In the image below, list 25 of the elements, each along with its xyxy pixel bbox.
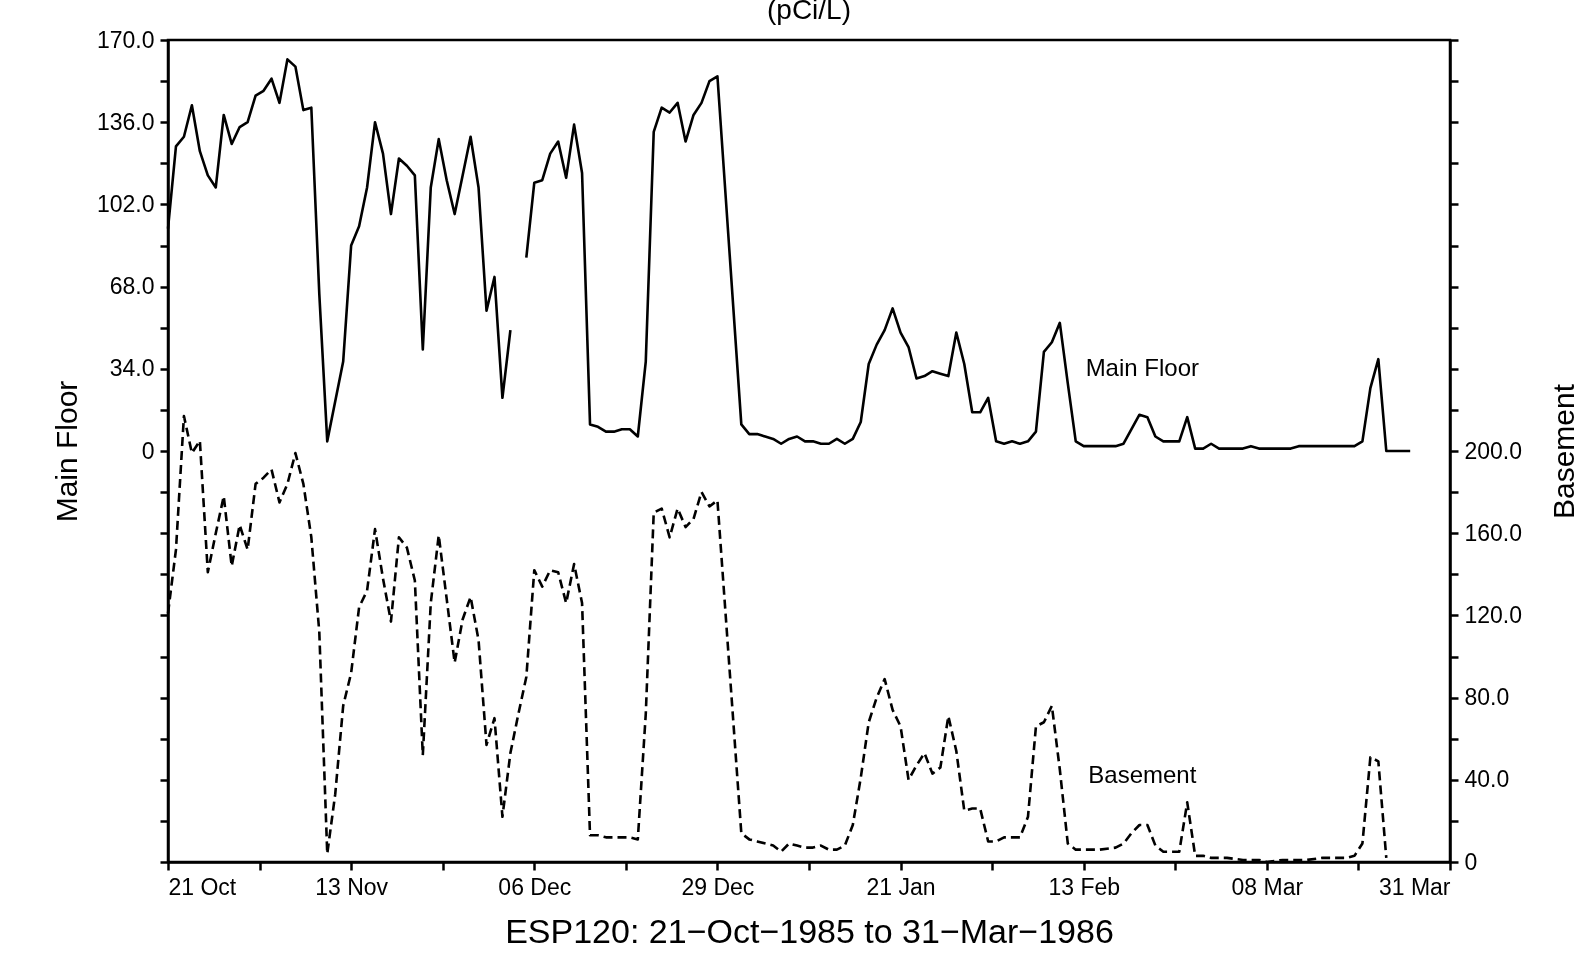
y2-axis-title: Basement [1547, 383, 1581, 520]
x-tick-label: 29 Dec [681, 873, 755, 900]
y-tick-label: 68.0 [109, 273, 155, 300]
y2-tick-label: 40.0 [1464, 766, 1510, 793]
y-tick-label: 136.0 [96, 108, 155, 135]
y2-tick-label: 200.0 [1464, 437, 1523, 464]
x-tick-label: 13 Nov [315, 873, 389, 900]
x-tick-label: 31 Mar [1378, 873, 1451, 900]
x-tick-label: 08 Mar [1231, 873, 1304, 900]
y-tick-label: 0 [141, 437, 155, 464]
x-axis-title: ESP120: 21−Oct−1985 to 31−Mar−1986 [505, 911, 1114, 950]
y2-tick-label: 120.0 [1464, 601, 1523, 628]
x-tick-label: 21 Oct [168, 873, 237, 900]
y2-tick-label: 160.0 [1464, 519, 1523, 546]
y2-tick-label: 80.0 [1464, 684, 1510, 711]
y-axis-title: Main Floor [49, 380, 83, 523]
y-tick-label: 170.0 [96, 26, 155, 53]
y2-tick-label: 0 [1464, 848, 1478, 875]
series-label: Main Floor [1085, 353, 1200, 381]
series-label: Basement [1088, 760, 1197, 788]
x-tick-label: 06 Dec [498, 873, 572, 900]
x-tick-label: 21 Jan [866, 873, 936, 900]
y-tick-label: 102.0 [96, 190, 155, 217]
y-tick-label: 34.0 [109, 355, 155, 382]
x-tick-label: 13 Feb [1048, 873, 1121, 900]
